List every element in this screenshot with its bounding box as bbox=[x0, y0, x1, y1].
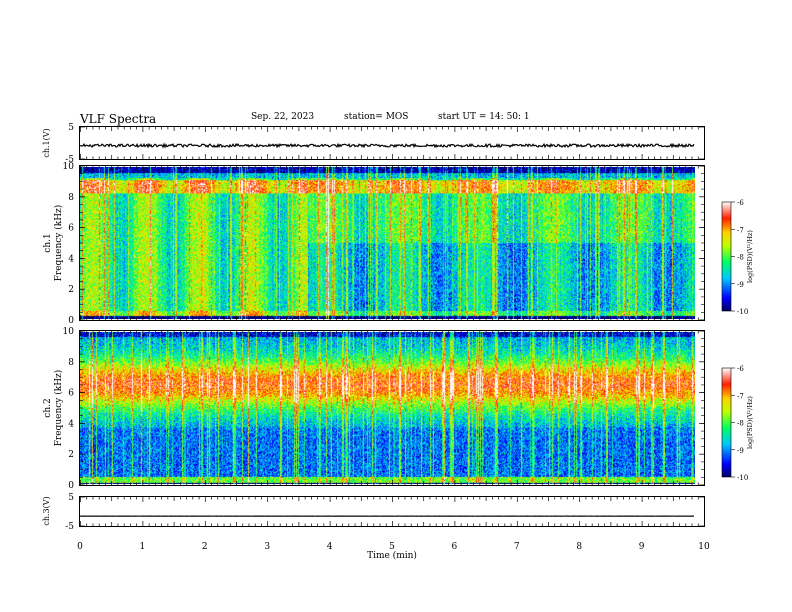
ch2-spectrogram-tick-label: 6 bbox=[68, 389, 74, 399]
x-tick-label: 6 bbox=[452, 542, 458, 552]
x-tick-label: 0 bbox=[77, 542, 83, 552]
ch2-spectrogram-frame bbox=[79, 330, 705, 486]
x-tick-label: 7 bbox=[514, 542, 520, 552]
x-tick-label: 4 bbox=[327, 542, 333, 552]
colorbar-tick-label: -9 bbox=[737, 447, 744, 455]
colorbar-label: log(PSD)(V²/Hz) bbox=[746, 396, 754, 449]
colorbar-tick-label: -6 bbox=[737, 199, 744, 207]
ch2-spectrogram-ylabel: Frequency (kHz) bbox=[53, 370, 64, 447]
ch1-spectrogram-tick-label: 4 bbox=[68, 254, 74, 264]
colorbar-tick-label: -10 bbox=[737, 474, 748, 482]
ch1-spectrogram-tick-label: 2 bbox=[68, 285, 74, 295]
ch2-spectrogram-tick-label: 0 bbox=[68, 481, 74, 491]
ch1-voltage-trace bbox=[79, 142, 695, 149]
colorbar-label: log(PSD)(V²/Hz) bbox=[746, 230, 754, 283]
colorbar-tick-label: -10 bbox=[737, 308, 748, 316]
x-tick-label: 9 bbox=[639, 542, 645, 552]
ch1-spectrogram-tick-label: 8 bbox=[68, 193, 74, 203]
x-tick-label: 10 bbox=[698, 542, 710, 552]
ch2-spectrogram-tick-label: 2 bbox=[68, 450, 74, 460]
colorbar-tick-label: -7 bbox=[737, 226, 744, 234]
ch3-voltage-ylabel: ch.3(V) bbox=[42, 496, 51, 525]
ch1-spectrogram-tick-label: 6 bbox=[68, 224, 74, 234]
ch1-voltage-tick-label: -5 bbox=[65, 155, 74, 165]
start-time-label: start UT = 14: 50: 1 bbox=[438, 112, 530, 122]
x-tick-label: 1 bbox=[140, 542, 146, 552]
colorbar-tick-label: -8 bbox=[737, 420, 744, 428]
ch1-spectrogram-tick-label: 0 bbox=[68, 316, 74, 326]
ch2-spectrogram-tick-label: 10 bbox=[63, 327, 75, 337]
ch1-colorbar bbox=[721, 201, 732, 312]
ch2-spectrogram-tick-label: 8 bbox=[68, 358, 74, 368]
x-tick-label: 3 bbox=[264, 542, 270, 552]
ch1-spectrogram-tick-label: 10 bbox=[63, 162, 75, 172]
ch1-spectrogram-ylabel: Frequency (kHz) bbox=[53, 205, 64, 282]
date-label: Sep. 22, 2023 bbox=[251, 112, 315, 122]
ch2-spectrogram-image bbox=[80, 332, 695, 484]
x-tick-label: 2 bbox=[202, 542, 208, 552]
colorbar-tick-label: -7 bbox=[737, 392, 744, 400]
x-axis-title: Time (min) bbox=[367, 550, 417, 561]
ch1-voltage-tick-label: 5 bbox=[68, 123, 74, 133]
ch3-voltage-tick-label: -5 bbox=[65, 522, 74, 532]
colorbar-tick-label: -9 bbox=[737, 281, 744, 289]
ch3-voltage-frame bbox=[79, 496, 705, 527]
ch1-spectrogram-ylabel: ch.1 bbox=[43, 233, 53, 252]
x-tick-label: 8 bbox=[576, 542, 582, 552]
ch2-colorbar bbox=[721, 367, 732, 478]
ch3-voltage-tick-label: 5 bbox=[68, 493, 74, 503]
x-tick-label: 5 bbox=[389, 542, 395, 552]
ch1-spectrogram-frame bbox=[79, 165, 705, 321]
ch1-voltage-ylabel: ch.1(V) bbox=[42, 128, 51, 157]
station-label: station= MOS bbox=[344, 112, 409, 122]
colorbar-tick-label: -6 bbox=[737, 365, 744, 373]
ch1-spectrogram-image bbox=[80, 167, 695, 319]
colorbar-tick-label: -8 bbox=[737, 254, 744, 262]
ch2-spectrogram-ylabel: ch.2 bbox=[43, 398, 53, 417]
figure-title: VLF Spectra bbox=[80, 112, 157, 126]
ch1-voltage-frame bbox=[79, 126, 705, 160]
ch2-spectrogram-tick-label: 4 bbox=[68, 419, 74, 429]
